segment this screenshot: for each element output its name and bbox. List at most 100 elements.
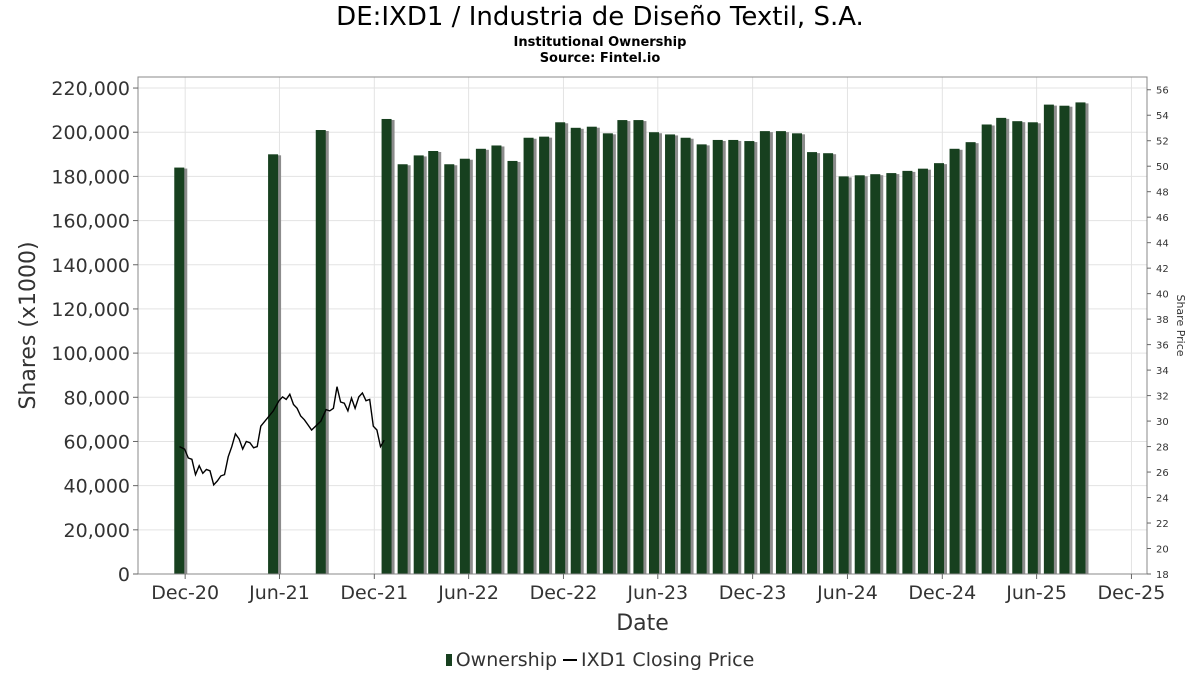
ownership-bar: [917, 168, 928, 574]
legend-swatch-price: [563, 658, 578, 661]
ownership-bar: [570, 127, 581, 574]
y2-tick-label: 40: [1156, 290, 1169, 301]
y2-tick-label: 24: [1156, 494, 1169, 505]
ownership-bar: [586, 126, 597, 574]
y2-tick-label: 20: [1156, 545, 1169, 556]
ownership-bar: [696, 144, 707, 575]
ownership-bar: [1075, 102, 1086, 574]
x-tick-label: Jun-24: [816, 582, 878, 604]
ownership-bar: [555, 122, 566, 574]
y2-tick-label: 28: [1156, 443, 1169, 454]
y2-tick-label: 42: [1156, 264, 1169, 275]
ownership-bar: [665, 134, 676, 575]
ownership-bar: [413, 155, 424, 574]
y-tick-label: 140,000: [51, 255, 130, 277]
x-tick-label: Dec-24: [908, 582, 976, 604]
ownership-bar: [633, 120, 644, 574]
x-tick-label: Dec-22: [530, 582, 598, 604]
y-tick-label: 20,000: [64, 520, 130, 542]
ownership-bar: [1059, 105, 1070, 575]
ownership-bar: [617, 120, 628, 574]
ownership-bar: [712, 139, 723, 574]
y2-tick-label: 56: [1156, 86, 1169, 97]
ownership-bar: [949, 148, 960, 575]
y2-tick-label: 44: [1156, 239, 1169, 250]
ownership-bar: [854, 175, 865, 574]
y-tick-label: 0: [118, 564, 130, 586]
ownership-bar: [902, 170, 913, 574]
y-tick-label: 100,000: [51, 343, 130, 365]
y2-tick-label: 54: [1156, 111, 1169, 122]
x-axis-title: Date: [616, 611, 669, 636]
legend-label-ownership: Ownership: [455, 648, 558, 671]
ownership-bar: [381, 118, 392, 575]
ownership-bar: [728, 139, 739, 574]
ownership-bar: [1043, 104, 1054, 574]
ownership-bar: [965, 142, 976, 574]
ownership-bar: [507, 160, 518, 574]
y-tick-label: 60,000: [64, 431, 130, 453]
y2-tick-label: 50: [1156, 162, 1169, 173]
price-line: [179, 386, 385, 487]
ownership-bar: [174, 167, 185, 574]
chart-subtitle: Institutional Ownership: [513, 35, 687, 50]
ownership-bar: [491, 145, 502, 574]
y-tick-label: 80,000: [64, 387, 130, 409]
ownership-bar: [315, 130, 326, 574]
ownership-bar: [981, 124, 992, 574]
y2-tick-label: 34: [1156, 366, 1169, 377]
x-tick-label: Jun-22: [437, 582, 499, 604]
ownership-bar: [397, 164, 408, 575]
x-tick-label: Jun-21: [248, 582, 310, 604]
x-tick-label: Dec-23: [719, 582, 787, 604]
y-tick-label: 160,000: [51, 211, 130, 233]
y2-tick-label: 18: [1156, 570, 1169, 581]
legend: Ownership IXD1 Closing Price: [0, 648, 1200, 671]
ownership-bar: [1012, 121, 1023, 574]
y-tick-label: 220,000: [51, 78, 130, 100]
y2-tick-label: 46: [1156, 213, 1169, 224]
ownership-bar: [1027, 122, 1038, 574]
y2-tick-label: 52: [1156, 137, 1169, 148]
ownership-bar: [523, 137, 534, 574]
x-tick-label: Jun-25: [1005, 582, 1067, 604]
ownership-bar: [459, 158, 470, 574]
plot-frame: [137, 76, 1148, 575]
y-tick-label: 40,000: [64, 476, 130, 498]
ownership-bar: [428, 150, 439, 574]
ownership-bar: [475, 148, 486, 575]
y-tick-label: 180,000: [51, 166, 130, 188]
ownership-bar: [996, 117, 1007, 574]
y2-tick-label: 36: [1156, 341, 1169, 352]
y2-tick-label: 38: [1156, 315, 1169, 326]
ownership-bar: [759, 131, 770, 574]
ownership-bar: [648, 132, 659, 574]
legend-label-price: IXD1 Closing Price: [581, 648, 755, 671]
y-tick-label: 120,000: [51, 299, 130, 321]
y2-tick-label: 48: [1156, 188, 1169, 199]
ownership-bar: [838, 176, 849, 574]
y-axis-title: Shares (x1000): [16, 241, 41, 409]
x-tick-label: Dec-21: [340, 582, 408, 604]
ownership-bar: [444, 164, 455, 575]
ownership-bar: [934, 163, 945, 574]
x-tick-label: Dec-20: [151, 582, 219, 604]
ownership-bar: [823, 153, 834, 574]
chart-title: DE:IXD1 / Industria de Diseño Textil, S.…: [336, 2, 864, 32]
x-tick-label: Dec-25: [1098, 582, 1166, 604]
chart-source: Source: Fintel.io: [539, 51, 661, 66]
ownership-bar: [792, 133, 803, 574]
ownership-bar: [870, 174, 881, 575]
y2-tick-label: 30: [1156, 417, 1169, 428]
y2-axis-title: Share Price: [1174, 294, 1187, 356]
ownership-bar: [268, 154, 279, 575]
ownership-bar: [680, 137, 691, 574]
ownership-bar: [775, 131, 786, 574]
y-tick-label: 200,000: [51, 122, 130, 144]
ownership-bar: [807, 152, 818, 574]
legend-swatch-ownership: [445, 653, 452, 666]
y2-tick-label: 22: [1156, 519, 1169, 530]
ownership-bar: [886, 173, 897, 574]
y2-tick-label: 26: [1156, 468, 1169, 479]
x-tick-label: Jun-23: [626, 582, 688, 604]
